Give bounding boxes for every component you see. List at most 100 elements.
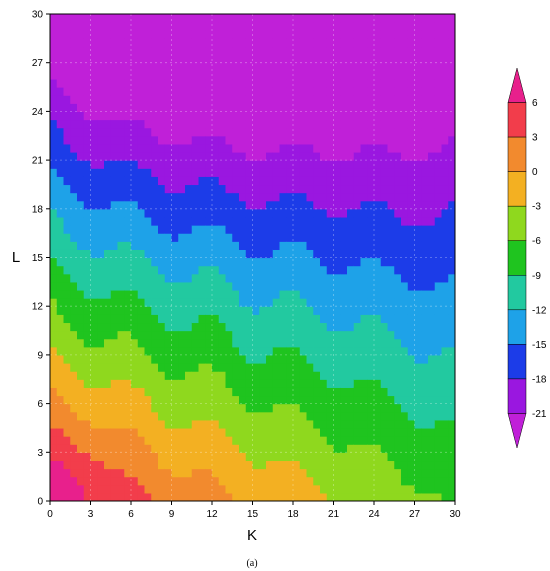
contour-cell [293, 14, 301, 23]
contour-cell [272, 216, 281, 226]
contour-cell [63, 395, 71, 405]
colorbar-segment [507, 378, 527, 414]
contour-cell [259, 436, 267, 445]
contour-cell [90, 468, 98, 478]
contour-cell [198, 184, 206, 194]
contour-cell [104, 444, 112, 453]
contour-cell [239, 111, 247, 121]
contour-cell [320, 30, 328, 39]
contour-cell [117, 168, 125, 177]
contour-cell [110, 322, 119, 332]
contour-cell [266, 135, 274, 145]
contour-cell [124, 371, 132, 380]
contour-cell [124, 225, 132, 234]
contour-cell [198, 160, 206, 169]
contour-cell [340, 281, 348, 291]
contour-cell [164, 46, 173, 56]
contour-cell [239, 216, 247, 226]
contour-cell [117, 257, 125, 267]
contour-cell [239, 143, 247, 153]
contour-cell [306, 298, 314, 307]
contour-cell [394, 151, 402, 161]
contour-cell [70, 168, 78, 177]
contour-cell [198, 176, 206, 186]
contour-cell [90, 306, 98, 315]
contour-cell [259, 225, 267, 234]
contour-cell [387, 403, 395, 413]
contour-cell [387, 492, 395, 501]
x-tick-label: 9 [169, 509, 175, 520]
contour-cell [56, 184, 65, 194]
contour-cell [380, 14, 389, 23]
contour-cell [326, 395, 335, 405]
contour-cell [50, 387, 58, 397]
contour-cell [225, 151, 233, 161]
contour-cell [407, 143, 416, 153]
contour-cell [407, 273, 416, 283]
contour-cell [299, 225, 308, 234]
contour-cell [353, 281, 362, 291]
contour-cell [117, 371, 125, 380]
contour-cell [212, 363, 220, 372]
contour-cell [151, 160, 159, 169]
contour-cell [97, 241, 105, 250]
contour-cell [104, 427, 112, 437]
contour-cell [232, 395, 240, 405]
contour-cell [104, 143, 112, 153]
contour-cell [326, 95, 335, 104]
contour-cell [212, 208, 220, 218]
contour-cell [387, 249, 395, 259]
contour-cell [50, 298, 58, 307]
contour-cell [272, 322, 281, 332]
contour-cell [272, 200, 281, 210]
contour-cell [50, 249, 58, 259]
contour-cell [245, 249, 254, 259]
contour-cell [387, 119, 395, 129]
contour-cell [90, 338, 98, 348]
contour-cell [434, 476, 443, 486]
contour-cell [367, 54, 375, 64]
contour-cell [326, 168, 335, 177]
contour-cell [394, 160, 402, 169]
contour-cell [380, 143, 389, 153]
contour-cell [164, 30, 173, 39]
contour-cell [63, 436, 71, 445]
contour-cell [340, 395, 348, 405]
contour-cell [239, 273, 247, 283]
contour-cell [401, 387, 409, 397]
contour-cell [77, 273, 85, 283]
colorbar-segment [507, 136, 527, 172]
contour-cell [380, 346, 389, 356]
contour-cell [333, 476, 341, 486]
contour-cell [360, 452, 368, 462]
contour-cell [407, 22, 416, 31]
contour-cell [185, 143, 193, 153]
contour-cell [185, 233, 193, 242]
contour-cell [225, 216, 233, 226]
contour-cell [387, 208, 395, 218]
contour-cell [441, 468, 449, 478]
x-tick-label: 30 [449, 509, 461, 520]
contour-cell [212, 403, 220, 413]
contour-cell [137, 184, 146, 194]
contour-cell [266, 387, 274, 397]
contour-cell [320, 135, 328, 145]
contour-cell [272, 176, 281, 186]
contour-cell [239, 403, 247, 413]
contour-cell [340, 22, 348, 31]
contour-cell [326, 241, 335, 250]
contour-cell [205, 273, 213, 283]
contour-cell [63, 338, 71, 348]
contour-cell [124, 419, 132, 429]
contour-cell [326, 38, 335, 48]
contour-cell [448, 127, 455, 137]
contour-cell [434, 452, 443, 462]
contour-cell [434, 168, 443, 177]
contour-cell [117, 46, 125, 56]
contour-cell [428, 38, 436, 48]
contour-cell [333, 322, 341, 332]
contour-cell [144, 200, 152, 210]
contour-cell [360, 476, 368, 486]
contour-cell [171, 363, 179, 372]
